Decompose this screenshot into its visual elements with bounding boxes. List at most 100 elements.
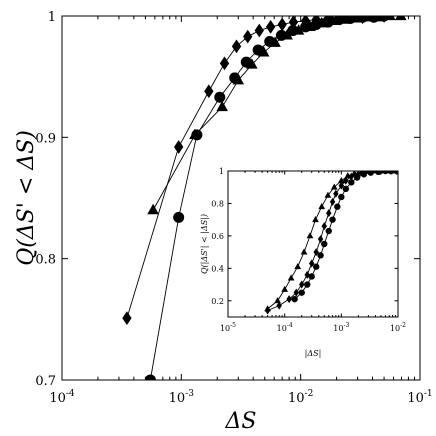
inset-circle-point-2 [304,281,311,288]
inset-triangle-point-10 [330,183,338,190]
inset-diamond-point-14 [343,176,349,185]
inset-triangle-point-3 [287,274,295,281]
main-y-axis-label: Q(ΔS' < ΔS) [14,130,39,266]
main-plot: 10-4 10-3 10-2 10-1 0.7 0.8 0.9 1 ΔS Q(ΔS' < ΔS) [14,10,433,434]
main-triangle-point-5 [257,46,270,57]
inset-diamond-point-7 [313,248,319,257]
main-ytick-label-0: 0.7 [35,374,56,389]
inset-triangle-point-1 [274,297,281,304]
inset-xtick-label-1: 10-4 [277,322,293,333]
main-ytick-label-1: 0.8 [35,253,56,268]
inset-circle-point-3 [308,273,315,280]
main-triangle-point-4 [246,58,258,69]
main-xtick-label-2: 10-2 [288,389,313,406]
inset-circle-point-6 [321,240,328,248]
inset-triangle-point-2 [281,285,289,292]
inset-diamond-point-9 [321,222,327,231]
inset-diamond-point-13 [338,181,345,190]
inset-ytick-label-2: 0.6 [211,232,224,241]
main-diamond-point-9 [288,16,299,29]
inset-diamond-point-15 [348,172,355,181]
inset-xtick-label-3: 10-2 [390,322,406,333]
main-ytick-label-2: 0.9 [35,131,56,146]
main-circle-point-3 [214,91,226,103]
main-circle-point-0 [144,374,156,380]
inset-circle-point-13 [353,174,361,181]
inset-diamond-point-1 [276,301,282,310]
inset-circle-point-9 [334,203,341,210]
inset-ytick-label-3: 0.8 [211,199,224,208]
main-diamond-point-1 [174,140,184,154]
main-triangle-point-1 [189,128,201,140]
main-triangle-point-11 [326,16,339,25]
inset-diamond-point-11 [329,197,336,206]
inset-diamond-point-0 [264,306,271,315]
main-diamond-point-7 [265,20,276,34]
inset-circle-point-12 [348,179,355,186]
inset-diamond-point-6 [308,259,315,268]
inset-xtick-label-2: 10-3 [333,322,349,333]
inset-diamond-point-2 [286,295,292,304]
inset-diamond-point-12 [333,189,339,198]
main-triangle-point-13 [350,16,362,23]
inset-triangle-point-9 [324,191,332,198]
inset-circle-point-11 [342,185,350,193]
inset-ytick-label-1: 0.4 [211,264,224,273]
inset-circle-point-5 [317,252,324,259]
main-triangle-point-6 [269,36,281,47]
inset-circle-point-1 [298,289,305,296]
inset-circle-point-16 [375,171,382,176]
inset-triangle-point-4 [294,263,302,270]
inset-diamond-point-10 [326,209,332,218]
main-triangle-point-14 [361,16,373,22]
main-triangle-point-2 [216,100,228,112]
main-x-axis-label: ΔS [225,409,257,434]
inset-frame [227,170,399,318]
inset-diamond-point-3 [293,288,299,297]
inset-y-axis-label: Q(|ΔS'| < |ΔS|) [200,214,209,274]
main-triangle-point-10 [315,16,328,28]
inset-circle-point-8 [329,216,336,223]
main-ytick-label-3: 1 [48,10,56,25]
main-diamond-point-6 [254,23,264,38]
main-xtick-label-0: 10-4 [49,389,75,406]
main-diamond-point-4 [231,39,242,54]
main-triangle-point-17 [394,16,407,21]
inset-circle-point-4 [312,263,320,270]
main-diamond-point-8 [277,17,287,32]
inset-circle-point-14 [360,171,368,178]
inset-ytick-label-4: 1 [219,167,224,176]
inset-circle-point-0 [291,295,298,303]
inset-plot: 10-5 10-4 10-3 10-2 0.2 0.4 0.6 0.8 1 |ΔS| Q(|ΔS'|… [200,167,406,358]
inset-circle-point-15 [367,171,374,176]
inset-x-axis-label: |ΔS| [305,349,322,358]
main-diamond-point-3 [219,56,230,71]
main-diamond-point-5 [243,29,253,44]
main-triangle-point-7 [281,29,293,40]
main-triangle-point-9 [304,20,316,32]
main-xtick-label-3: 10-1 [407,389,432,406]
inset-triangle-point-8 [318,203,326,210]
main-data-layer [122,16,407,380]
inset-background [228,171,398,317]
main-triangle-point-15 [372,16,385,22]
inset-diamond-point-4 [299,280,305,289]
main-xtick-label-1: 10-3 [169,389,195,406]
main-frame [61,15,421,381]
inset-diamond-point-8 [317,235,324,244]
inset-triangle-point-6 [306,232,314,239]
main-triangle-point-8 [292,24,305,35]
main-diamond-point-0 [122,311,132,325]
inset-circle-point-10 [338,193,345,201]
main-diamond-point-2 [204,84,214,99]
inset-triangle-point-7 [312,215,319,223]
inset-triangle-point-5 [300,248,308,255]
inset-xtick-label-0: 10-5 [220,322,236,333]
inset-ytick-label-0: 0.2 [211,297,224,306]
inset-circle-point-7 [325,227,332,235]
main-triangle-point-0 [147,203,159,215]
inset-triangle-point-11 [337,177,345,184]
main-triangle-point-12 [338,16,350,24]
main-triangle-point-16 [384,16,396,21]
